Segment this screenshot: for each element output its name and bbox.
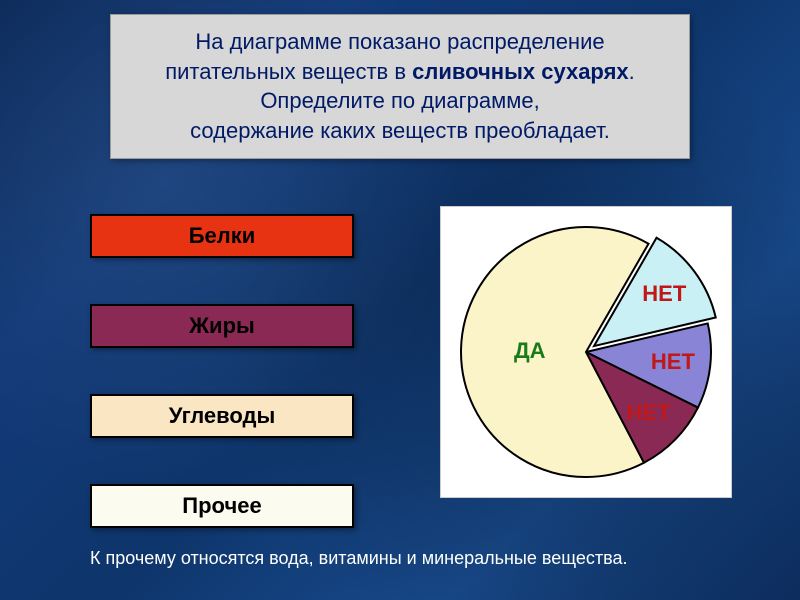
title-line-1: На диаграмме показано распределение: [127, 27, 673, 57]
title-line-2: питательных веществ в сливочных сухарях.: [127, 57, 673, 87]
title-line-2c: .: [629, 59, 635, 84]
title-line-3: Определите по диаграмме,: [127, 86, 673, 116]
option-other[interactable]: Прочее: [90, 484, 354, 528]
option-carbs[interactable]: Углеводы: [90, 394, 354, 438]
option-proteins[interactable]: Белки: [90, 214, 354, 258]
title-line-2b: сливочных сухарях: [412, 59, 629, 84]
pie-chart: НЕТНЕТНЕТДА: [440, 206, 732, 498]
footnote: К прочему относятся вода, витамины и мин…: [90, 548, 627, 569]
title-box: На диаграмме показано распределение пита…: [110, 14, 690, 159]
option-fats[interactable]: Жиры: [90, 304, 354, 348]
title-line-4: содержание каких веществ преобладает.: [127, 116, 673, 146]
title-line-2a: питательных веществ в: [165, 59, 412, 84]
